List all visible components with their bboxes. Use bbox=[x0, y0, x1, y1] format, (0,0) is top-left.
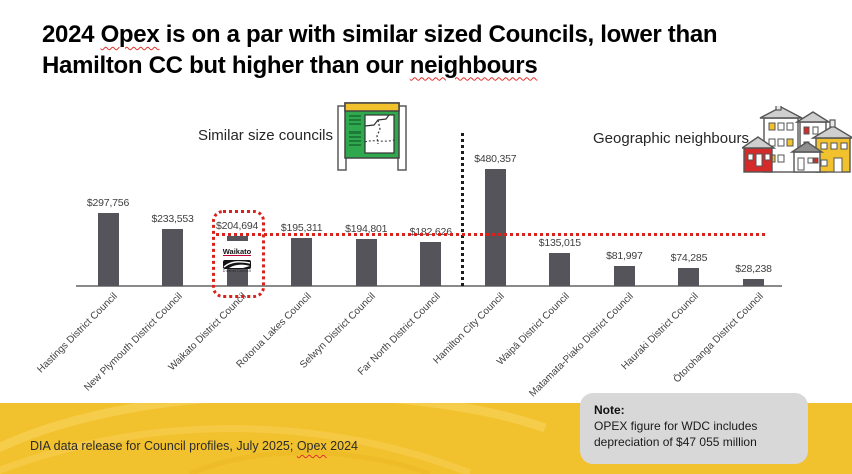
x-axis-label: Waikato District Council bbox=[166, 291, 249, 374]
bar-value-label: $195,311 bbox=[280, 222, 323, 234]
bar bbox=[613, 266, 635, 286]
waikato-logo-name: Waikato bbox=[222, 247, 252, 256]
text-segment: is on a par with similar sized Councils,… bbox=[42, 21, 718, 79]
waikato-logo-subtitle: District Council bbox=[222, 269, 252, 273]
waikato-logo-swoosh-icon bbox=[223, 260, 251, 269]
bar bbox=[678, 268, 700, 286]
x-axis-label: Selwyn District Council bbox=[298, 291, 378, 371]
note-title: Note: bbox=[594, 403, 625, 417]
text-segment: neighbours bbox=[409, 51, 538, 79]
bar bbox=[549, 253, 571, 286]
bar-value-label: $204,694 bbox=[215, 220, 259, 232]
text-segment: DIA data release for Council profiles, J… bbox=[30, 439, 297, 453]
bar-value-label: $135,015 bbox=[538, 237, 581, 249]
x-axis-label: Rotorua Lakes Council bbox=[234, 291, 314, 371]
footer-swirl-decoration bbox=[0, 403, 547, 474]
bar bbox=[420, 242, 442, 286]
group-label-geographic-neighbours: Geographic neighbours bbox=[593, 130, 749, 147]
bar bbox=[355, 239, 377, 286]
bar-value-label: $81,997 bbox=[606, 250, 643, 262]
footer-source-text: DIA data release for Council profiles, J… bbox=[30, 439, 358, 453]
x-axis-line bbox=[76, 285, 782, 287]
text-segment: Opex bbox=[296, 439, 327, 453]
text-segment: Opex bbox=[100, 21, 160, 48]
bar-value-label: $233,553 bbox=[151, 213, 194, 225]
bar-value-label: $480,357 bbox=[474, 153, 517, 165]
bar-value-label: $297,756 bbox=[86, 197, 130, 209]
bar bbox=[162, 229, 184, 286]
reference-dotted-line bbox=[216, 233, 765, 236]
note-box: Note: OPEX figure for WDC includes depre… bbox=[580, 393, 808, 464]
note-body: OPEX figure for WDC includes depreciatio… bbox=[594, 419, 758, 450]
page-title: 2024 Opex is on a par with similar sized… bbox=[42, 20, 812, 81]
group-divider-dotted-line bbox=[461, 133, 464, 286]
waikato-highlight-outline bbox=[212, 210, 265, 298]
x-axis-label: Far North District Council bbox=[355, 291, 443, 378]
x-axis-label: New Plymouth District Council bbox=[81, 291, 185, 394]
x-axis-label: Hastings District Council bbox=[35, 291, 120, 376]
waikato-district-council-logo: Waikato District Council bbox=[220, 241, 254, 273]
bar bbox=[743, 279, 764, 286]
bar-value-label: $194,801 bbox=[345, 223, 388, 235]
bar-value-label: $28,238 bbox=[735, 263, 772, 275]
text-segment: 2024 bbox=[326, 439, 358, 453]
x-axis-label: Waipā District Council bbox=[494, 291, 572, 368]
map-sign-icon bbox=[334, 98, 410, 179]
x-axis-label: Hamilton City Council bbox=[431, 291, 508, 367]
text-segment: 2024 bbox=[42, 21, 101, 48]
bar bbox=[484, 169, 506, 286]
bar bbox=[97, 213, 119, 286]
bar bbox=[291, 238, 313, 286]
houses-icon bbox=[739, 102, 852, 179]
group-label-similar-size: Similar size councils bbox=[197, 127, 333, 144]
bar-value-label: $74,285 bbox=[670, 252, 708, 264]
